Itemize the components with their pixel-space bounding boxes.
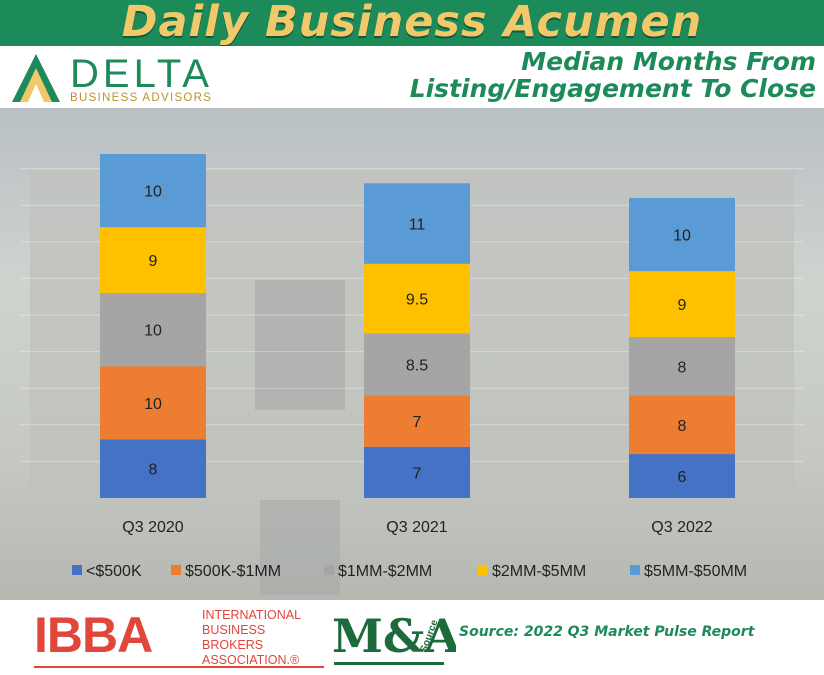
data-label: 10 bbox=[144, 396, 162, 413]
banner-title: Daily Business Acumen bbox=[121, 0, 703, 47]
data-label: 8.5 bbox=[406, 357, 428, 374]
source-note: Source: 2022 Q3 Market Pulse Report bbox=[459, 624, 755, 640]
legend-swatch bbox=[324, 565, 334, 575]
ma-logo-letters: M&A bbox=[332, 609, 456, 663]
data-label: 9 bbox=[678, 297, 687, 314]
data-label: 9.5 bbox=[406, 292, 428, 309]
header-strip bbox=[0, 46, 824, 108]
subtitle-line-1: Median Months From bbox=[521, 47, 816, 76]
ibba-underline bbox=[34, 666, 324, 668]
chart-subtitle: Median Months From Listing/Engagement To… bbox=[410, 48, 816, 102]
legend-label: <$500K bbox=[86, 563, 142, 580]
delta-logo-tagline: BUSINESS ADVISORS bbox=[70, 92, 213, 104]
data-label: 11 bbox=[409, 217, 426, 234]
delta-logo: DELTA BUSINESS ADVISORS bbox=[8, 50, 238, 106]
category-label: Q3 2021 bbox=[386, 519, 447, 536]
data-label: 6 bbox=[678, 469, 687, 486]
background-window bbox=[260, 500, 340, 595]
delta-triangle-icon bbox=[12, 54, 60, 102]
bar-segment bbox=[100, 293, 206, 367]
legend-swatch bbox=[478, 565, 488, 575]
legend-label: $5MM-$50MM bbox=[644, 563, 747, 580]
bar-segment bbox=[364, 333, 470, 396]
bar-segment bbox=[100, 154, 206, 228]
subtitle-line-2: Listing/Engagement To Close bbox=[409, 74, 816, 103]
legend-swatch bbox=[72, 565, 82, 575]
category-label: Q3 2020 bbox=[122, 519, 183, 536]
bar-segment bbox=[629, 336, 735, 396]
bar-segment bbox=[629, 454, 735, 498]
ibba-line-1: INTERNATIONAL bbox=[202, 608, 302, 622]
bar-segment bbox=[629, 197, 735, 272]
data-label: 9 bbox=[149, 253, 158, 270]
ma-source-logo-graphic: M&A Source bbox=[332, 609, 461, 665]
data-label: 7 bbox=[413, 414, 422, 431]
data-label: 8 bbox=[678, 418, 687, 435]
data-label: 7 bbox=[413, 465, 422, 482]
bar-segment bbox=[364, 263, 470, 334]
bar-segment bbox=[364, 183, 470, 264]
bar-segment bbox=[629, 271, 735, 337]
data-label: 10 bbox=[673, 228, 691, 245]
data-label: 8 bbox=[149, 462, 158, 479]
ibba-line-2: BUSINESS BROKERS bbox=[202, 623, 266, 652]
background-window bbox=[255, 280, 345, 410]
bar-segment bbox=[364, 395, 470, 447]
delta-logo-name: DELTA bbox=[70, 52, 213, 96]
title-banner: Daily Business Acumen bbox=[0, 0, 824, 47]
legend-label: $1MM-$2MM bbox=[338, 563, 432, 580]
category-label: Q3 2022 bbox=[651, 519, 712, 536]
ibba-full-name: INTERNATIONAL BUSINESS BROKERS ASSOCIATI… bbox=[202, 608, 324, 668]
bar-segment bbox=[100, 366, 206, 440]
legend-swatch bbox=[171, 565, 181, 575]
data-label: 10 bbox=[144, 184, 162, 201]
ibba-letters: IBBA bbox=[34, 607, 153, 663]
ibba-line-3: ASSOCIATION.® bbox=[202, 653, 300, 667]
bar-segment bbox=[100, 439, 206, 498]
bar-segment bbox=[629, 395, 735, 455]
legend-label: $2MM-$5MM bbox=[492, 563, 586, 580]
bar-segment bbox=[100, 227, 206, 294]
legend-swatch bbox=[630, 565, 640, 575]
stacked-bar-chart: 8 10 10 9 10 Q3 2020 7 7 8.5 9.5 11 Q3 2021 6 8 8 9 10 Q3… bbox=[20, 154, 804, 580]
ibba-logo: IBBA INTERNATIONAL BUSINESS BROKERS ASSO… bbox=[34, 606, 324, 668]
legend-label: $500K-$1MM bbox=[185, 563, 281, 580]
bar-segment bbox=[364, 446, 470, 498]
data-label: 10 bbox=[144, 323, 162, 340]
ma-source-logo: M&A Source bbox=[332, 604, 461, 670]
data-label: 8 bbox=[678, 359, 687, 376]
